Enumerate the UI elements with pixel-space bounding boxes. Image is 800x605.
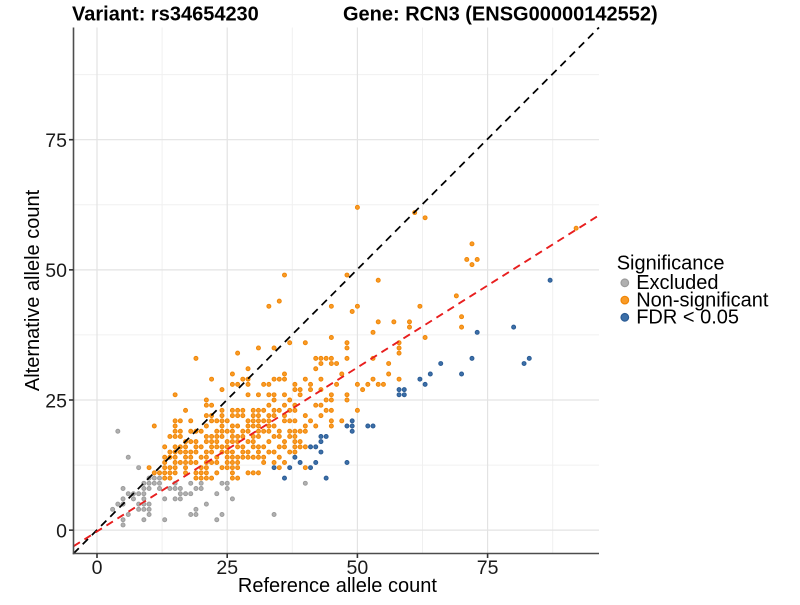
svg-text:Reference allele count: Reference allele count: [238, 575, 437, 597]
svg-text:50: 50: [45, 260, 67, 282]
svg-text:75: 75: [477, 557, 499, 579]
svg-text:FDR < 0.05: FDR < 0.05: [636, 307, 739, 329]
svg-text:0: 0: [56, 520, 67, 542]
svg-text:25: 25: [216, 557, 238, 579]
svg-text:Significance: Significance: [617, 253, 725, 275]
svg-text:Gene: RCN3 (ENSG00000142552): Gene: RCN3 (ENSG00000142552): [343, 4, 658, 26]
svg-text:0: 0: [92, 557, 103, 579]
svg-text:Non-significant: Non-significant: [636, 289, 769, 311]
svg-text:Variant: rs34654230: Variant: rs34654230: [72, 4, 259, 26]
svg-text:Excluded: Excluded: [636, 272, 718, 294]
svg-text:Alternative allele count: Alternative allele count: [22, 189, 44, 391]
svg-text:75: 75: [45, 130, 67, 152]
svg-text:50: 50: [347, 557, 369, 579]
svg-text:25: 25: [45, 390, 67, 412]
